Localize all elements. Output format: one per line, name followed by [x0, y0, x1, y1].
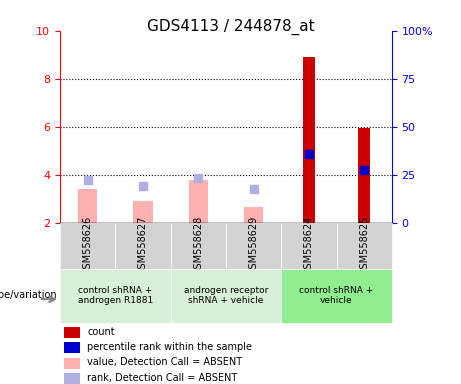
- Text: percentile rank within the sample: percentile rank within the sample: [88, 342, 252, 352]
- Text: control shRNA +
vehicle: control shRNA + vehicle: [299, 286, 374, 305]
- Text: GDS4113 / 244878_at: GDS4113 / 244878_at: [147, 19, 314, 35]
- FancyBboxPatch shape: [281, 223, 337, 269]
- Bar: [64, 373, 79, 384]
- Bar: [64, 342, 79, 353]
- FancyBboxPatch shape: [337, 223, 392, 269]
- Text: genotype/variation: genotype/variation: [0, 290, 57, 300]
- FancyBboxPatch shape: [115, 223, 171, 269]
- FancyBboxPatch shape: [60, 223, 115, 269]
- FancyBboxPatch shape: [171, 223, 226, 269]
- Bar: [64, 327, 79, 338]
- Text: rank, Detection Call = ABSENT: rank, Detection Call = ABSENT: [88, 373, 237, 383]
- Bar: [133, 201, 153, 223]
- Text: GSM558625: GSM558625: [359, 216, 369, 275]
- Text: GSM558624: GSM558624: [304, 216, 314, 275]
- Text: GSM558626: GSM558626: [83, 216, 93, 275]
- Text: GSM558628: GSM558628: [193, 216, 203, 275]
- FancyBboxPatch shape: [60, 269, 171, 323]
- FancyBboxPatch shape: [226, 223, 281, 269]
- Text: GSM558627: GSM558627: [138, 216, 148, 275]
- Bar: [189, 180, 208, 223]
- Text: count: count: [88, 327, 115, 337]
- FancyBboxPatch shape: [281, 269, 392, 323]
- Bar: [78, 189, 97, 223]
- Text: value, Detection Call = ABSENT: value, Detection Call = ABSENT: [88, 358, 242, 367]
- Bar: [358, 128, 370, 223]
- FancyBboxPatch shape: [171, 269, 281, 323]
- Bar: [244, 207, 263, 223]
- Bar: [303, 57, 315, 223]
- Text: androgen receptor
shRNA + vehicle: androgen receptor shRNA + vehicle: [183, 286, 268, 305]
- Text: control shRNA +
androgen R1881: control shRNA + androgen R1881: [77, 286, 153, 305]
- Bar: [64, 358, 79, 369]
- Text: GSM558629: GSM558629: [248, 216, 259, 275]
